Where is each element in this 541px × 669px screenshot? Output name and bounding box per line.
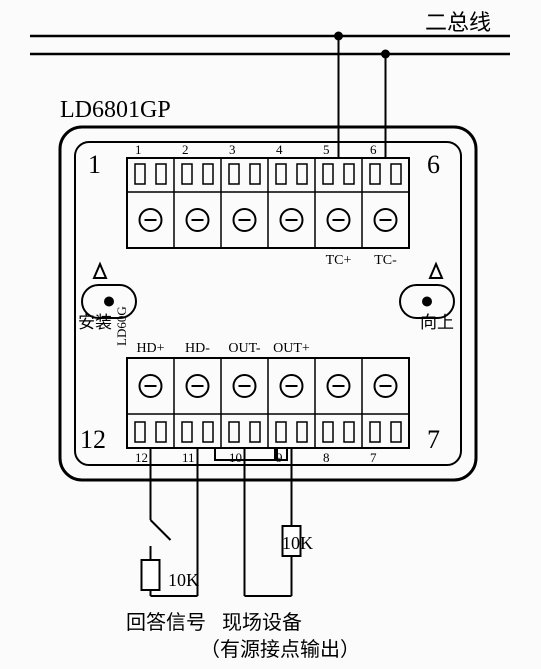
footer-right: 现场设备 [222, 606, 302, 635]
svg-text:4: 4 [276, 142, 283, 157]
svg-text:1: 1 [135, 142, 142, 157]
inner-vert-text: LD60G [114, 286, 130, 346]
model-label: LD6801GP [60, 97, 171, 124]
svg-text:TC-: TC- [374, 253, 397, 268]
svg-text:2: 2 [182, 142, 189, 157]
resistor-left-label: 10K [168, 570, 199, 591]
svg-text:OUT-: OUT- [228, 341, 260, 356]
resistor-right-label: 10K [282, 533, 313, 554]
svg-text:11: 11 [182, 450, 195, 465]
svg-text:5: 5 [323, 142, 330, 157]
svg-text:6: 6 [370, 142, 377, 157]
corner-br: 7 [427, 425, 440, 455]
left-text: 安装 [78, 308, 112, 333]
corner-tl: 1 [88, 150, 101, 180]
corner-bl: 12 [80, 425, 106, 455]
corner-tr: 6 [427, 150, 440, 180]
svg-text:OUT+: OUT+ [273, 341, 310, 356]
svg-text:HD-: HD- [185, 341, 210, 356]
footer-sub: （有源接点输出） [200, 633, 360, 662]
svg-text:TC+: TC+ [326, 253, 352, 268]
right-text: 向上 [420, 308, 454, 333]
svg-text:3: 3 [229, 142, 236, 157]
svg-text:8: 8 [323, 450, 330, 465]
footer-left: 回答信号 [126, 606, 206, 635]
svg-text:12: 12 [135, 450, 148, 465]
bus-label: 二总线 [425, 5, 491, 37]
svg-text:7: 7 [370, 450, 377, 465]
svg-text:HD+: HD+ [136, 341, 164, 356]
svg-text:10: 10 [229, 450, 242, 465]
